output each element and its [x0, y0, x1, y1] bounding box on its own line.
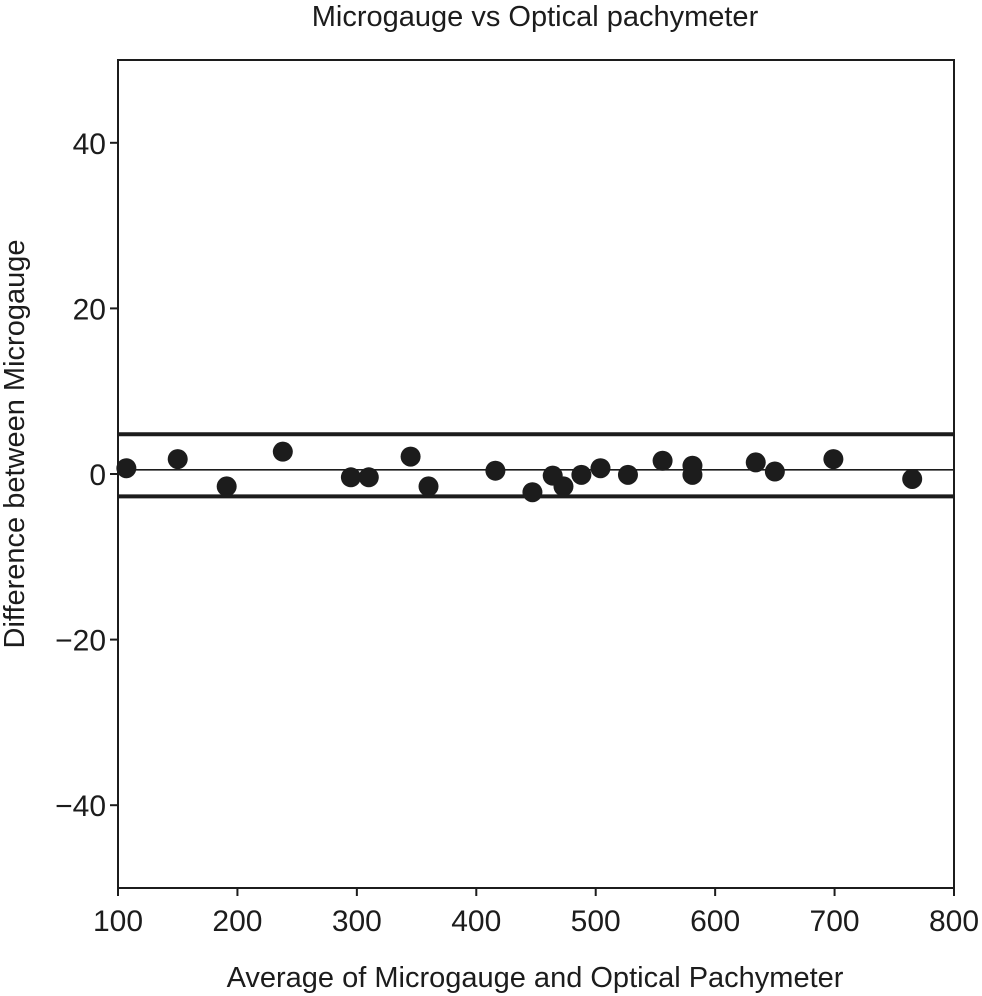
chart-title: Microgauge vs Optical pachymeter: [312, 1, 759, 33]
x-axis-title: Average of Microgauge and Optical Pachym…: [227, 962, 844, 994]
x-axis: 100 200 300 400 500 600 700 800: [93, 888, 979, 938]
plot-frame: [117, 59, 955, 889]
data-point: [167, 449, 188, 470]
x-tick-label: 100: [93, 905, 143, 938]
x-tick-label: 800: [929, 905, 979, 938]
data-point: [571, 464, 592, 485]
y-tick-label: −40: [55, 790, 106, 823]
data-point: [116, 458, 137, 479]
y-tick-label: 0: [89, 459, 106, 492]
data-point: [272, 441, 293, 462]
y-tick-label: 20: [73, 293, 106, 326]
x-tick-label: 600: [690, 905, 740, 938]
data-point: [400, 446, 421, 467]
data-point: [823, 449, 844, 470]
data-points: [116, 441, 923, 503]
x-tick-label: 500: [571, 905, 621, 938]
x-tick-label: 200: [212, 905, 262, 938]
data-point: [652, 450, 673, 471]
data-point: [902, 468, 923, 489]
data-point: [682, 464, 703, 485]
x-tick-label: 300: [332, 905, 382, 938]
data-point: [340, 467, 361, 488]
y-axis: 40 20 0 −20 −40: [55, 128, 118, 823]
data-point: [617, 464, 638, 485]
data-point: [485, 460, 506, 481]
data-point: [745, 452, 766, 473]
y-tick-label: 40: [73, 128, 106, 161]
x-tick-label: 400: [451, 905, 501, 938]
data-point: [553, 476, 574, 497]
data-point: [358, 467, 379, 488]
data-point: [522, 482, 543, 503]
data-point: [216, 476, 237, 497]
data-point: [764, 461, 785, 482]
x-tick-label: 700: [810, 905, 860, 938]
y-tick-label: −20: [55, 625, 106, 658]
y-axis-title: Difference between Microgauge: [0, 240, 31, 649]
data-point: [590, 458, 611, 479]
data-point: [418, 476, 439, 497]
